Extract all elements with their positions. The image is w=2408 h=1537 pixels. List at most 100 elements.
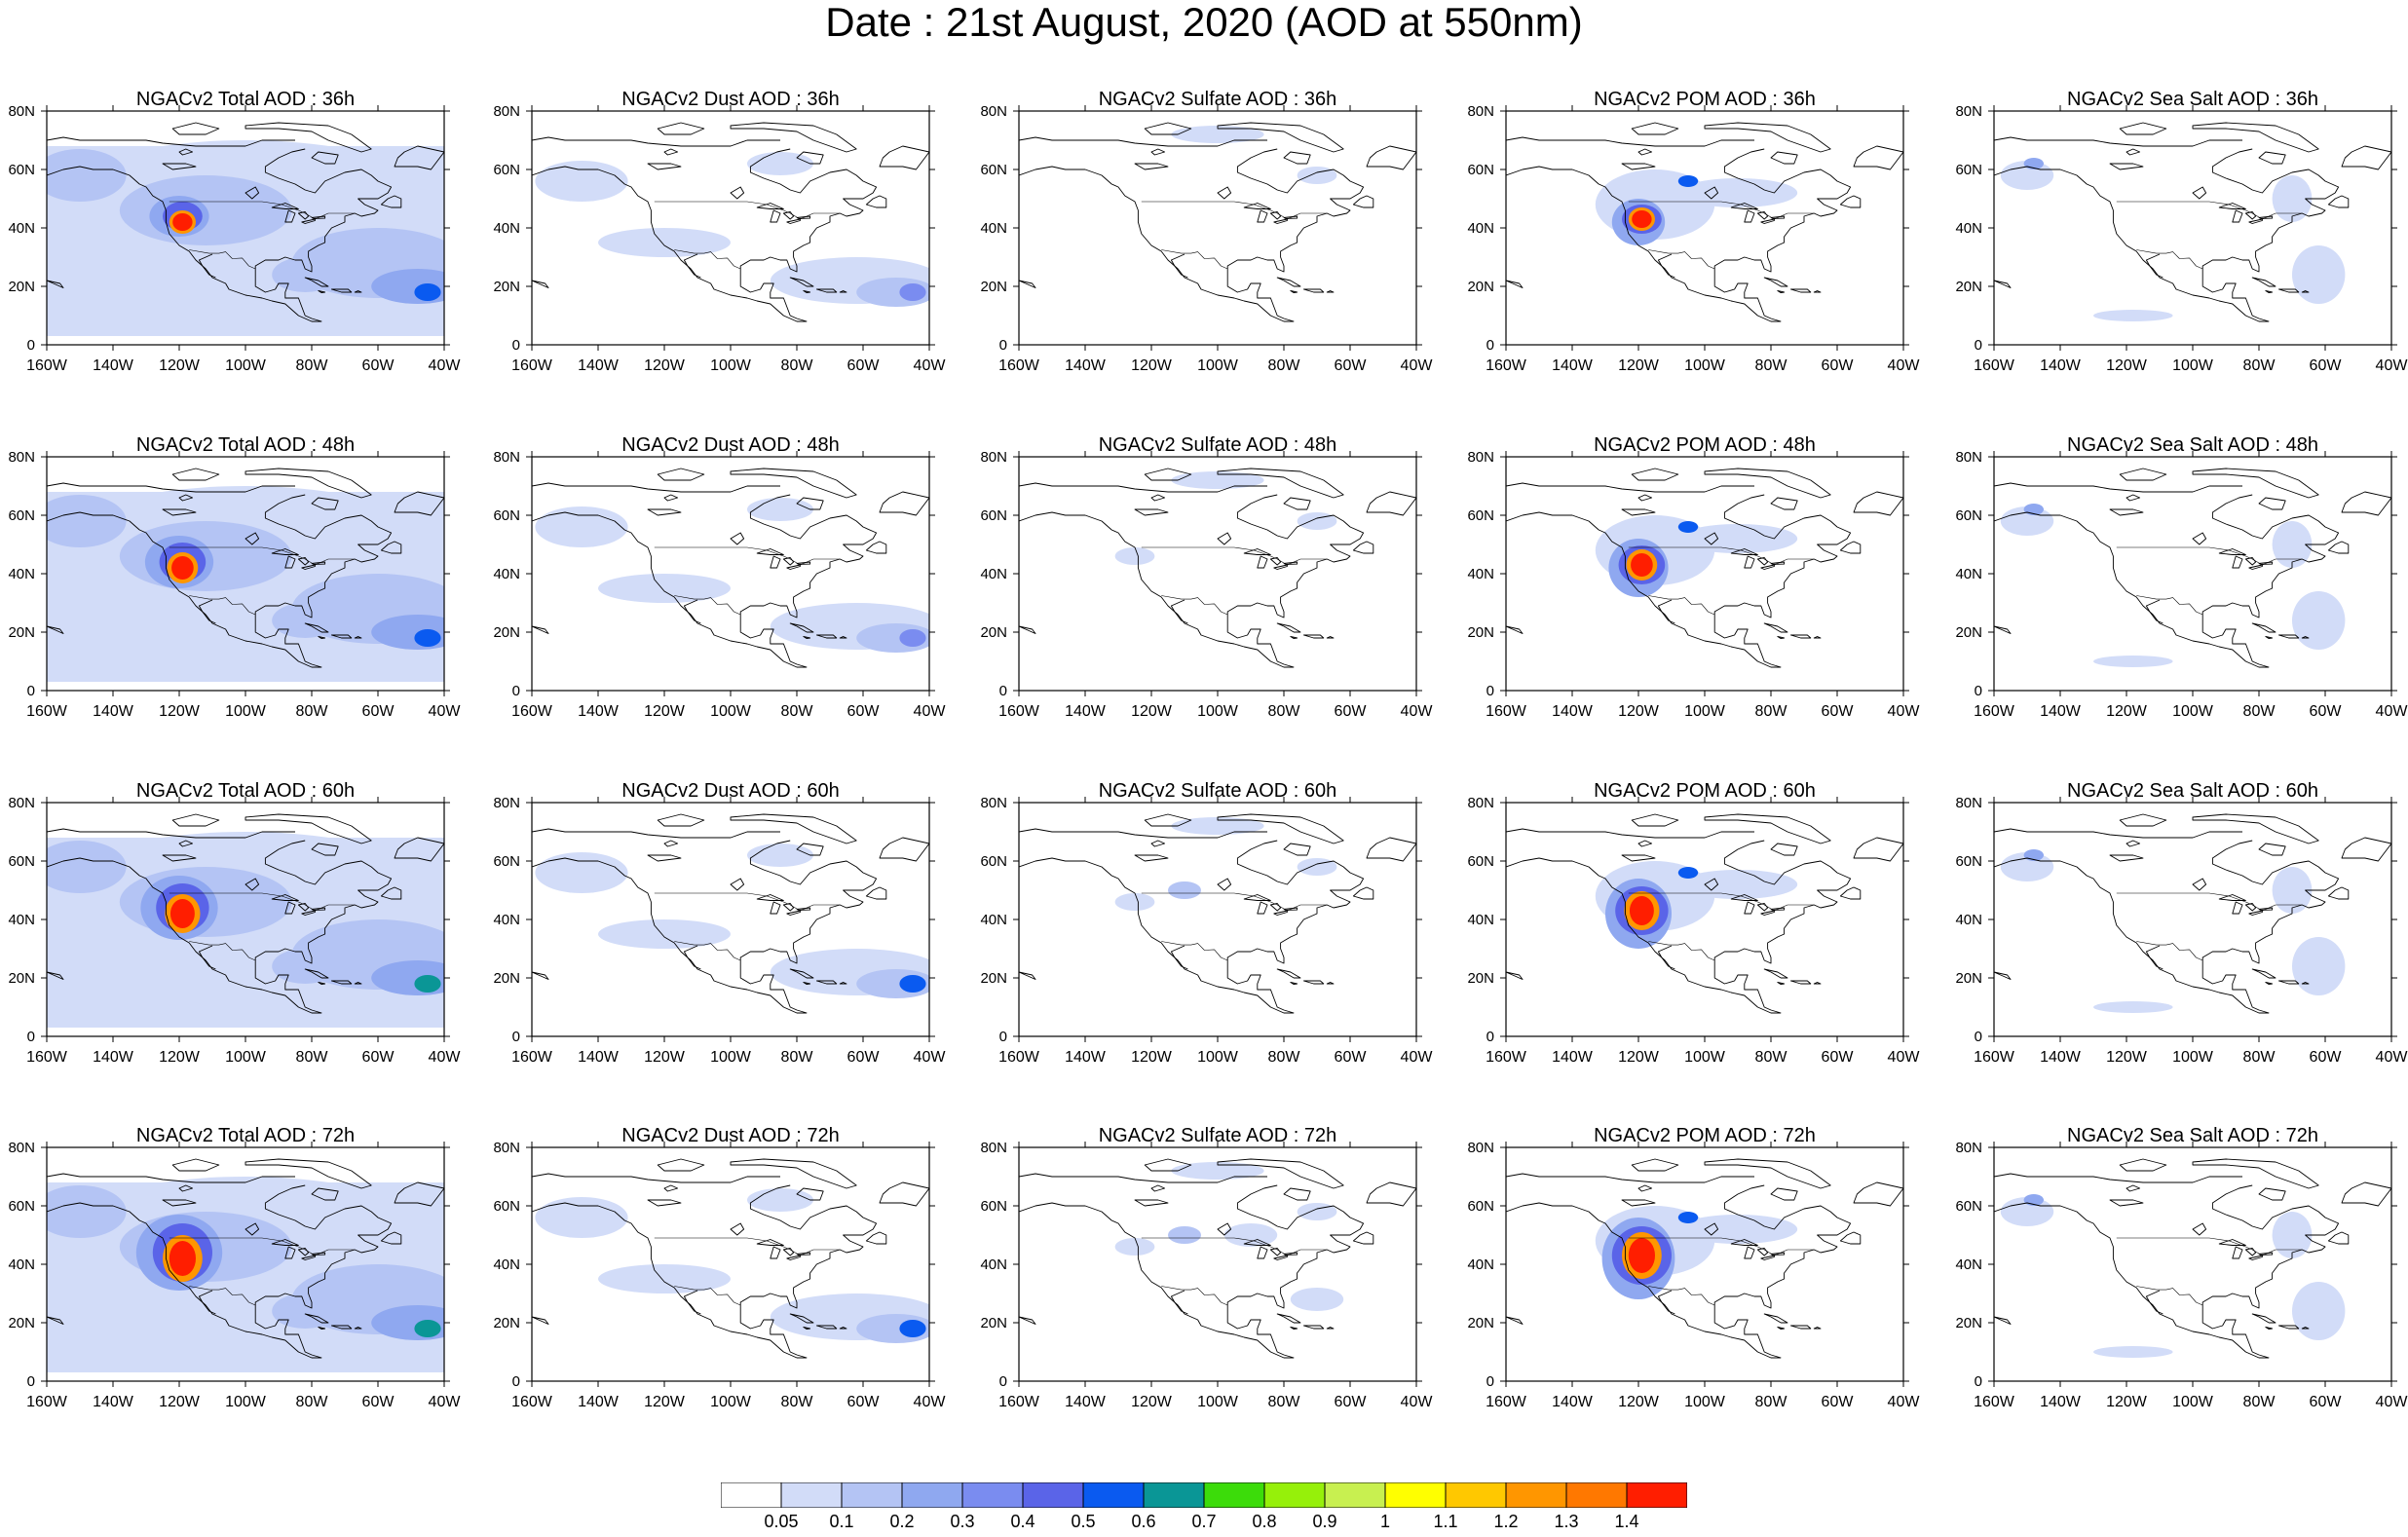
- x-tick-label: 100W: [2172, 357, 2214, 374]
- y-tick-label: 80N: [493, 449, 520, 466]
- x-tick-label: 80W: [2243, 357, 2276, 374]
- x-tick-label: 80W: [2243, 703, 2276, 720]
- x-tick-label: 100W: [225, 1394, 267, 1410]
- y-tick-label: 0: [999, 1373, 1007, 1390]
- aod-contour: [1677, 867, 1699, 879]
- map-panel: NGACv2 Total AOD : 72h 160W 140W 120W 100W 80…: [8, 1124, 461, 1416]
- map-panel: NGACv2 Dust AOD : 48h 160W 140W 120W 100W 80W…: [493, 433, 946, 726]
- aod-contour: [2292, 591, 2346, 650]
- y-tick-label: 80N: [980, 449, 1007, 466]
- colorbar-label: 0.8: [1252, 1512, 1277, 1531]
- x-tick-label: 60W: [2310, 703, 2343, 720]
- x-tick-label: 40W: [1888, 703, 1921, 720]
- y-tick-label: 40N: [980, 220, 1007, 237]
- map-plot: 160W 140W 120W 100W 80W 60W 40W 0 20N 40N 60N 80N: [1955, 795, 2408, 1066]
- x-tick-label: 80W: [1755, 703, 1788, 720]
- colorbar-label: 1.1: [1433, 1512, 1458, 1531]
- x-tick-label: 120W: [1618, 1049, 1660, 1066]
- aod-field: [1994, 457, 2391, 691]
- y-tick-label: 20N: [1955, 624, 1982, 641]
- colorbar-swatch: [1445, 1481, 1507, 1509]
- x-tick-label: 40W: [1888, 1049, 1921, 1066]
- coastline: [1019, 122, 1416, 322]
- y-tick-label: 20N: [1467, 279, 1494, 295]
- map-plot: 160W 140W 120W 100W 80W 60W 40W 0 20N 40N 60N 80N: [980, 449, 1433, 720]
- coastline: [532, 468, 929, 668]
- y-tick-label: 40N: [1955, 566, 1982, 582]
- y-tick-label: 20N: [1467, 624, 1494, 641]
- map-plot: 160W 140W 120W 100W 80W 60W 40W 0 20N 40N 60N 80N: [1955, 449, 2408, 720]
- colorbar-swatch: [1082, 1481, 1145, 1509]
- aod-contour: [169, 899, 195, 928]
- y-tick-label: 80N: [1467, 103, 1494, 120]
- x-tick-label: 140W: [1065, 703, 1107, 720]
- x-tick-label: 160W: [1486, 703, 1527, 720]
- aod-field: [47, 111, 444, 345]
- x-tick-label: 40W: [914, 703, 947, 720]
- coastline: [1994, 813, 2391, 1014]
- colorbar-swatch: [1505, 1481, 1567, 1509]
- x-tick-label: 80W: [2243, 1394, 2276, 1410]
- aod-contour: [1677, 870, 1798, 899]
- panel-title: NGACv2 Dust AOD : 48h: [621, 434, 840, 456]
- map-panel: NGACv2 Sea Salt AOD : 60h 160W 140W 120W 100…: [1955, 779, 2408, 1071]
- x-tick-label: 100W: [1197, 1394, 1239, 1410]
- aod-field: [1994, 111, 2391, 345]
- x-tick-label: 140W: [578, 703, 620, 720]
- x-tick-label: 40W: [429, 357, 462, 374]
- x-tick-label: 140W: [93, 357, 134, 374]
- aod-contour: [47, 495, 127, 547]
- aod-field: [532, 1147, 929, 1381]
- y-tick-label: 80N: [1467, 1140, 1494, 1156]
- y-tick-label: 80N: [1955, 449, 1982, 466]
- aod-contour: [1677, 524, 1798, 553]
- x-tick-label: 120W: [159, 1049, 201, 1066]
- y-tick-label: 40N: [1955, 1256, 1982, 1273]
- y-tick-label: 60N: [8, 853, 35, 870]
- map-panel: NGACv2 POM AOD : 60h 160W 140W 120W 100W 80W 6…: [1467, 779, 1920, 1071]
- aod-contour: [2292, 937, 2346, 995]
- map-panel: NGACv2 Dust AOD : 60h 160W 140W 120W 100W 80W…: [493, 779, 946, 1071]
- panel-title: NGACv2 Total AOD : 36h: [135, 89, 356, 110]
- colorbar-label: 0.3: [950, 1512, 975, 1531]
- y-tick-label: 20N: [493, 624, 520, 641]
- y-tick-label: 40N: [1467, 220, 1494, 237]
- x-tick-label: 160W: [998, 1049, 1040, 1066]
- aod-field: [47, 457, 444, 691]
- x-tick-label: 60W: [2310, 357, 2343, 374]
- aod-field: [1994, 803, 2391, 1036]
- y-tick-label: 0: [1486, 1373, 1494, 1390]
- x-tick-label: 100W: [1197, 703, 1239, 720]
- y-tick-label: 40N: [493, 912, 520, 928]
- y-tick-label: 0: [1486, 337, 1494, 354]
- x-tick-label: 160W: [1974, 357, 2015, 374]
- y-tick-label: 40N: [493, 1256, 520, 1273]
- x-tick-label: 80W: [1268, 1049, 1301, 1066]
- colorbar-swatch: [961, 1481, 1024, 1509]
- map-plot: 160W 140W 120W 100W 80W 60W 40W 0 20N 40N 60N 80N: [8, 103, 461, 374]
- x-tick-label: 160W: [998, 703, 1040, 720]
- panel-title: NGACv2 Sulfate AOD : 36h: [1098, 89, 1337, 110]
- colorbar-swatch: [1203, 1481, 1265, 1509]
- map-plot: 160W 140W 120W 100W 80W 60W 40W 0 20N 40N 60N 80N: [1467, 1140, 1920, 1410]
- x-tick-label: 140W: [2040, 703, 2082, 720]
- x-tick-label: 100W: [1684, 1394, 1726, 1410]
- y-tick-label: 20N: [980, 970, 1007, 987]
- y-tick-label: 80N: [1955, 1140, 1982, 1156]
- panel-title: NGACv2 POM AOD : 60h: [1594, 780, 1816, 802]
- y-tick-label: 80N: [8, 103, 35, 120]
- coastline: [1506, 122, 1903, 322]
- colorbar-label: 1: [1379, 1512, 1390, 1531]
- aod-contour: [169, 1241, 196, 1276]
- x-tick-label: 60W: [362, 357, 395, 374]
- y-tick-label: 0: [27, 1029, 35, 1045]
- x-tick-label: 60W: [1335, 703, 1368, 720]
- aod-contour: [2093, 656, 2173, 667]
- x-tick-label: 60W: [362, 703, 395, 720]
- x-tick-label: 120W: [159, 1394, 201, 1410]
- x-tick-label: 40W: [2376, 357, 2408, 374]
- x-tick-label: 80W: [781, 357, 814, 374]
- x-tick-label: 40W: [1401, 703, 1434, 720]
- y-tick-label: 80N: [1955, 795, 1982, 811]
- aod-contour: [1114, 1238, 1155, 1256]
